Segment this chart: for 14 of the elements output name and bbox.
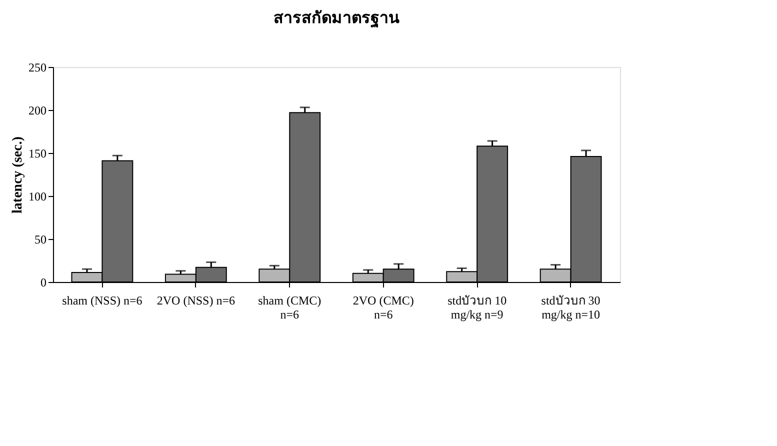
y-tick-label: 0 [40, 276, 46, 290]
y-axis-title: latency (sec.) [10, 136, 26, 214]
y-tick-label: 150 [28, 146, 46, 160]
x-tick-label: sham (NSS) n=6 [62, 294, 142, 308]
x-tick-label: stdบัวบก 30 mg/kg n=10 [541, 294, 600, 322]
x-tick-label: 2VO (NSS) n=6 [156, 294, 235, 308]
y-tick-label: 50 [34, 232, 46, 246]
y-tick-label: 250 [28, 60, 46, 74]
y-tick-label: 200 [28, 104, 46, 118]
x-tick-label: sham (CMC) n=6 [258, 294, 322, 322]
chart-title: สารสกัดมาตรฐาน [274, 8, 400, 28]
x-tick-label: stdบัวบก 10 mg/kg n=9 [448, 294, 507, 322]
x-tick-label: 2VO (CMC) n=6 [352, 294, 414, 322]
y-tick-label: 100 [28, 190, 46, 204]
